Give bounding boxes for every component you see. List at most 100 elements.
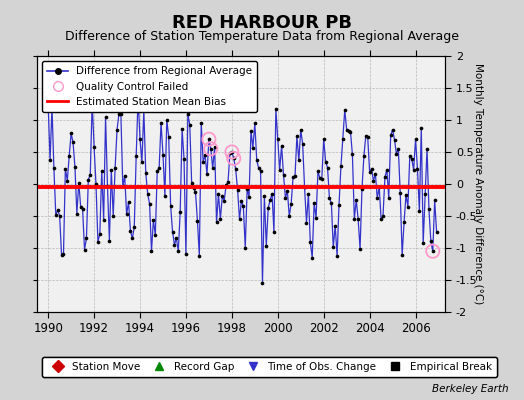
Legend: Station Move, Record Gap, Time of Obs. Change, Empirical Break: Station Move, Record Gap, Time of Obs. C… xyxy=(42,357,497,377)
Point xyxy=(260,193,269,200)
Point xyxy=(348,151,357,158)
Point xyxy=(227,149,236,155)
Point xyxy=(425,206,433,212)
Point xyxy=(250,120,259,126)
Point xyxy=(44,101,52,108)
Point xyxy=(318,176,326,182)
Point xyxy=(230,155,238,162)
Point xyxy=(94,238,102,245)
Point xyxy=(183,111,192,117)
Point xyxy=(327,200,335,206)
Point xyxy=(189,185,198,191)
Point xyxy=(394,146,402,152)
Point xyxy=(371,170,379,177)
Point xyxy=(182,251,190,258)
Point xyxy=(67,130,75,136)
Point xyxy=(408,156,416,162)
Point xyxy=(403,204,412,210)
Point xyxy=(308,254,316,261)
Point xyxy=(82,235,91,242)
Point xyxy=(224,178,232,185)
Point xyxy=(149,217,158,223)
Y-axis label: Monthly Temperature Anomaly Difference (°C): Monthly Temperature Anomaly Difference (… xyxy=(473,63,483,305)
Point xyxy=(151,232,159,239)
Point xyxy=(206,146,215,152)
Point xyxy=(90,144,99,150)
Point xyxy=(226,150,234,156)
Point xyxy=(289,174,297,180)
Point xyxy=(168,228,177,235)
Point xyxy=(145,201,154,207)
Point xyxy=(52,212,60,218)
Point xyxy=(61,166,70,172)
Point xyxy=(400,219,408,226)
Point xyxy=(222,182,231,188)
Point xyxy=(63,178,71,184)
Point xyxy=(128,235,137,242)
Point xyxy=(388,126,397,133)
Point xyxy=(343,126,351,133)
Point xyxy=(271,106,280,112)
Point xyxy=(277,142,286,149)
Point xyxy=(71,164,79,170)
Point xyxy=(369,178,378,184)
Point xyxy=(56,213,64,219)
Point xyxy=(147,248,156,254)
Point xyxy=(249,145,257,151)
Point xyxy=(48,104,56,110)
Point xyxy=(193,218,202,224)
Point xyxy=(375,184,384,190)
Point xyxy=(59,251,68,258)
Point xyxy=(367,166,376,172)
Point xyxy=(409,167,418,173)
Point xyxy=(264,205,272,211)
Point xyxy=(297,126,305,133)
Point xyxy=(211,144,219,150)
Point xyxy=(199,158,208,165)
Point xyxy=(243,186,252,192)
Point xyxy=(364,134,372,141)
Point xyxy=(170,242,179,248)
Point xyxy=(65,153,73,159)
Point xyxy=(214,190,223,197)
Point xyxy=(180,155,188,162)
Point xyxy=(216,216,225,222)
Point xyxy=(111,164,119,171)
Point xyxy=(320,136,328,142)
Point xyxy=(165,134,173,140)
Text: Difference of Station Temperature Data from Regional Average: Difference of Station Temperature Data f… xyxy=(65,30,459,43)
Point xyxy=(77,204,85,210)
Point xyxy=(117,110,125,117)
Point xyxy=(274,136,282,142)
Point xyxy=(300,184,309,190)
Point xyxy=(293,133,301,139)
Point xyxy=(241,244,249,251)
Point xyxy=(188,180,196,187)
Point xyxy=(312,215,320,221)
Point xyxy=(427,238,435,245)
Point xyxy=(103,183,112,190)
Point xyxy=(315,175,324,182)
Point xyxy=(429,248,437,254)
Point xyxy=(413,166,422,172)
Point xyxy=(118,183,127,190)
Point xyxy=(268,190,276,197)
Point xyxy=(57,252,66,258)
Point xyxy=(310,200,318,206)
Point xyxy=(53,207,62,213)
Point xyxy=(337,163,345,170)
Point xyxy=(258,280,267,286)
Point xyxy=(206,146,215,152)
Point xyxy=(341,107,349,113)
Point xyxy=(256,168,265,174)
Point xyxy=(365,168,374,175)
Point xyxy=(270,229,278,235)
Point xyxy=(176,209,184,215)
Point xyxy=(230,155,238,162)
Point xyxy=(266,197,275,203)
Point xyxy=(218,193,226,199)
Point xyxy=(209,165,217,172)
Point xyxy=(331,222,340,229)
Point xyxy=(138,159,146,165)
Point xyxy=(356,246,364,252)
